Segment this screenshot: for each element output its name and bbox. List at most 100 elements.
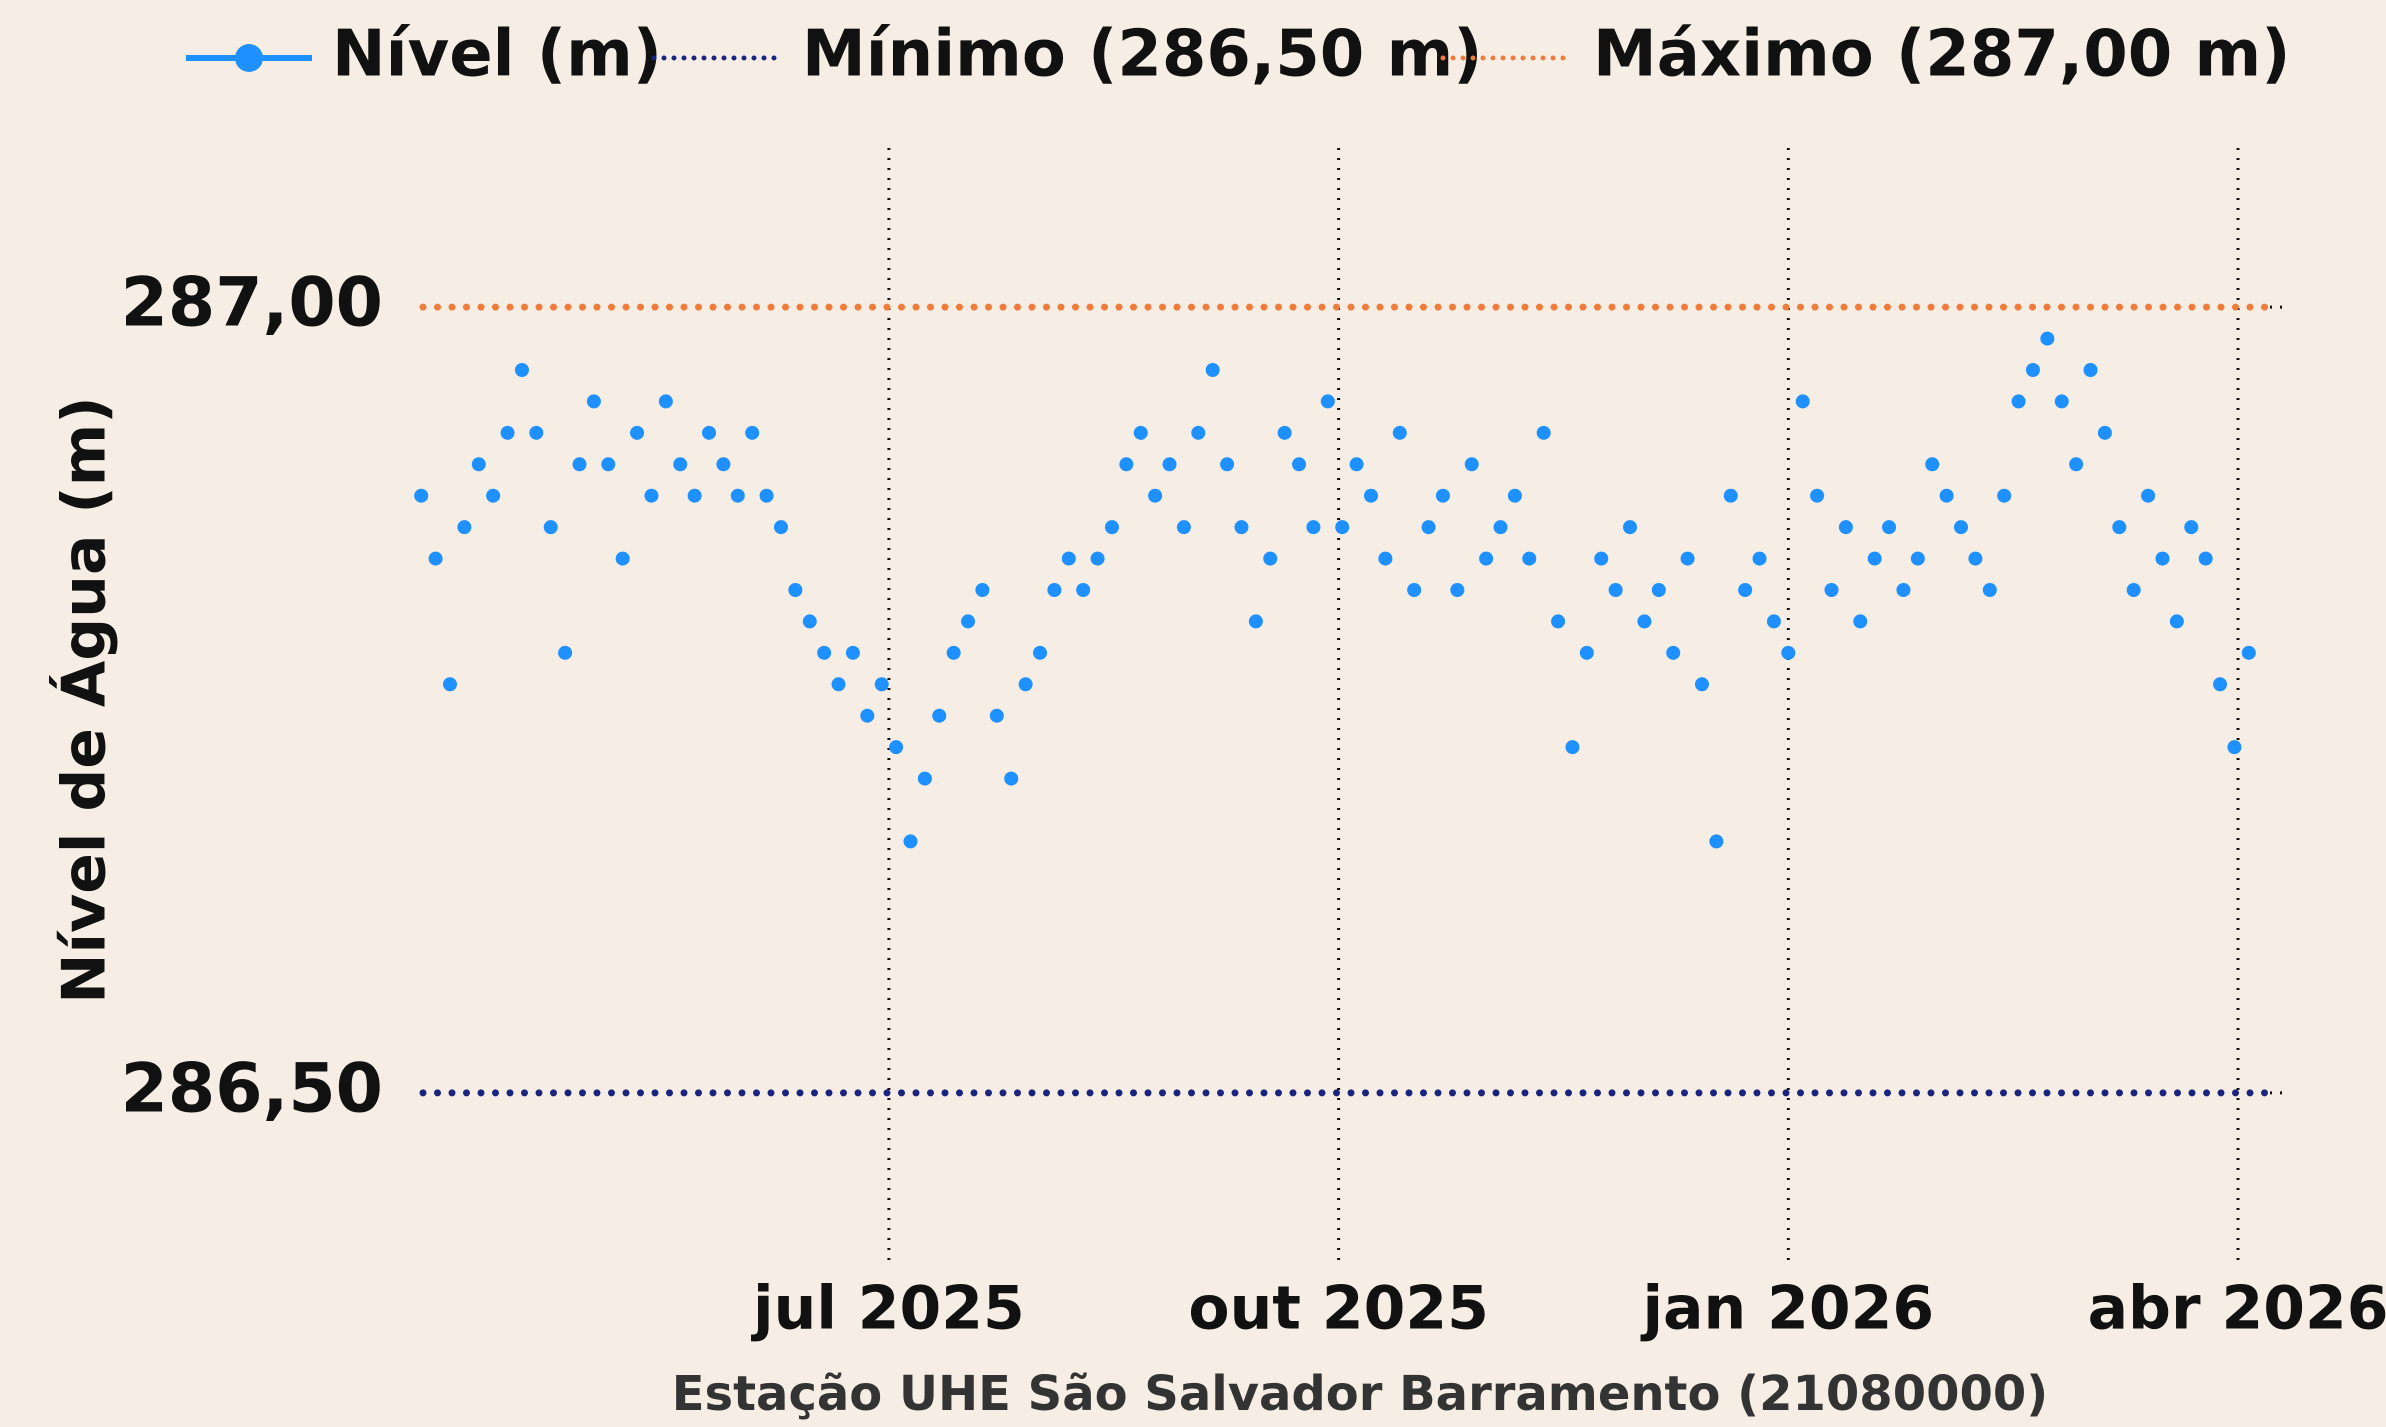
- data-point: [2241, 645, 2256, 660]
- data-point: [1392, 425, 1407, 440]
- data-point: [1335, 520, 1350, 535]
- data-point: [514, 363, 529, 377]
- data-point: [1709, 834, 1724, 849]
- data-point: [1968, 551, 1983, 566]
- data-point: [759, 488, 774, 503]
- data-point: [1004, 771, 1019, 786]
- data-point: [586, 394, 601, 409]
- data-point: [500, 425, 515, 440]
- data-point: [2069, 457, 2084, 472]
- data-point: [817, 645, 832, 660]
- data-point: [788, 583, 803, 597]
- data-point: [644, 488, 659, 503]
- data-point: [687, 488, 702, 503]
- data-point: [961, 614, 976, 629]
- data-point: [1205, 363, 1220, 377]
- data-point: [658, 394, 673, 409]
- data-point: [615, 551, 630, 566]
- data-point: [1033, 645, 1048, 660]
- data-point: [1133, 425, 1148, 440]
- data-point: [1853, 614, 1868, 629]
- data-point: [1882, 520, 1897, 535]
- legend-label: Máximo (287,00 m): [1593, 18, 2290, 92]
- data-point: [745, 425, 760, 440]
- data-point: [1522, 551, 1537, 566]
- data-point: [932, 708, 947, 723]
- data-point: [716, 457, 731, 472]
- data-point: [2213, 677, 2228, 692]
- data-point: [1536, 425, 1551, 440]
- data-point: [1220, 457, 1235, 472]
- x-axis-title: Estação UHE São Salvador Barramento (210…: [672, 1366, 2048, 1422]
- data-point: [1320, 394, 1335, 409]
- data-point: [874, 677, 889, 692]
- data-point: [1493, 520, 1508, 535]
- data-point: [1694, 677, 1709, 692]
- data-point: [1723, 488, 1738, 503]
- data-point: [1076, 583, 1091, 597]
- data-point: [1680, 551, 1695, 566]
- data-point: [428, 551, 443, 566]
- data-point: [2155, 551, 2170, 566]
- data-point: [1608, 583, 1623, 597]
- data-point: [2040, 331, 2055, 346]
- data-point: [903, 834, 918, 849]
- data-point: [1507, 488, 1522, 503]
- data-point: [1954, 520, 1969, 535]
- data-point: [1119, 457, 1134, 472]
- data-point: [2184, 520, 2199, 535]
- data-point: [2198, 551, 2213, 566]
- data-point: [2083, 363, 2098, 377]
- data-point: [1781, 645, 1796, 660]
- x-tick-label: out 2025: [1188, 1274, 1489, 1344]
- data-point: [1867, 551, 1882, 566]
- data-point: [1479, 551, 1494, 566]
- data-point: [1666, 645, 1681, 660]
- data-point: [572, 457, 587, 472]
- data-point: [1651, 583, 1666, 597]
- data-point: [975, 583, 990, 597]
- data-point: [1551, 614, 1566, 629]
- data-point: [2011, 394, 2026, 409]
- data-point: [2227, 740, 2242, 755]
- data-point: [1047, 583, 1062, 597]
- data-point: [1378, 551, 1393, 566]
- data-point: [543, 520, 558, 535]
- legend-marker: [235, 44, 263, 72]
- data-point: [917, 771, 932, 786]
- data-point: [1464, 457, 1479, 472]
- data-point: [1997, 488, 2012, 503]
- data-point: [1838, 520, 1853, 535]
- data-point: [1277, 425, 1292, 440]
- y-tick-label: 286,50: [121, 1049, 383, 1128]
- data-point: [845, 645, 860, 660]
- x-tick-label: jul 2025: [751, 1274, 1025, 1344]
- data-point: [1637, 614, 1652, 629]
- data-point: [457, 520, 472, 535]
- data-point: [1594, 551, 1609, 566]
- data-point: [889, 740, 904, 755]
- data-point: [1824, 583, 1839, 597]
- data-point: [730, 488, 745, 503]
- data-point: [1810, 488, 1825, 503]
- data-point: [2141, 488, 2156, 503]
- data-point: [1018, 677, 1033, 692]
- data-point: [1896, 583, 1911, 597]
- y-axis-title: Nível de Água (m): [49, 396, 120, 1003]
- data-point: [1176, 520, 1191, 535]
- legend-label: Mínimo (286,50 m): [802, 18, 1483, 92]
- data-point: [1623, 520, 1638, 535]
- data-point: [1565, 740, 1580, 755]
- data-point: [702, 425, 717, 440]
- data-point: [529, 425, 544, 440]
- data-point: [486, 488, 501, 503]
- data-point: [673, 457, 688, 472]
- data-point: [860, 708, 875, 723]
- data-point: [558, 645, 573, 660]
- data-point: [1248, 614, 1263, 629]
- data-point: [989, 708, 1004, 723]
- data-point: [946, 645, 961, 660]
- legend-label: Nível (m): [332, 18, 662, 92]
